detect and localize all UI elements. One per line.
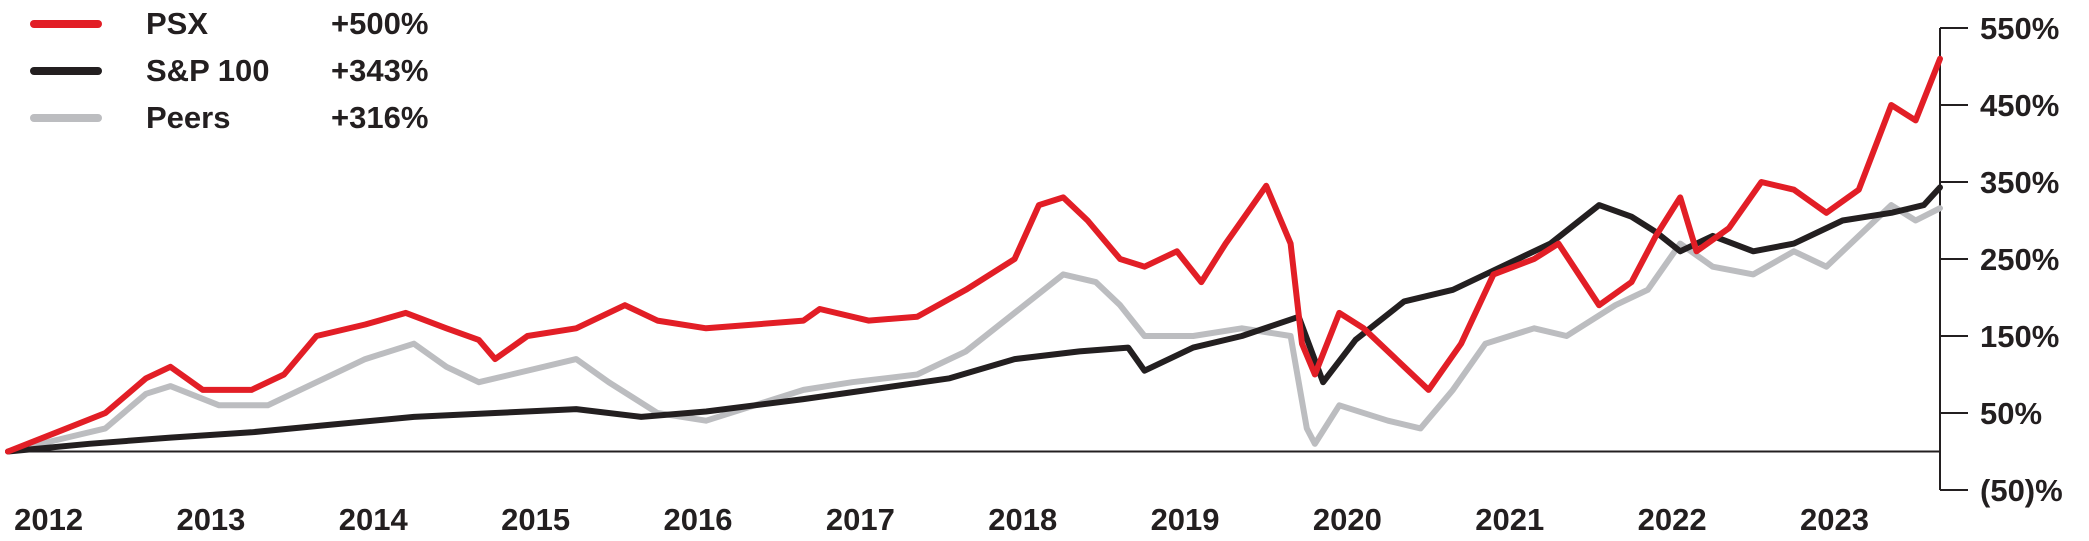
x-tick-label: 2019 bbox=[1151, 502, 1220, 537]
y-tick-label: (50)% bbox=[1980, 473, 2063, 508]
y-tick-label: 550% bbox=[1980, 11, 2059, 46]
x-tick-label: 2013 bbox=[176, 502, 245, 537]
legend-name-sp100: S&P 100 bbox=[146, 53, 270, 88]
legend-item-sp100: S&P 100 +343% bbox=[30, 51, 428, 91]
series-line-psx bbox=[5, 55, 1943, 455]
x-tick-label: 2021 bbox=[1475, 502, 1544, 537]
series-line-sp100 bbox=[5, 184, 1943, 455]
series-line-peers bbox=[5, 202, 1943, 455]
legend-swatch-peers bbox=[30, 114, 102, 122]
x-tick-label: 2014 bbox=[339, 502, 409, 537]
legend-change-peers: +316% bbox=[331, 100, 429, 135]
x-tick-label: 2023 bbox=[1800, 502, 1869, 537]
legend-change-psx: +500% bbox=[331, 6, 429, 41]
legend-swatch-sp100 bbox=[30, 67, 102, 75]
legend-item-psx: PSX +500% bbox=[30, 4, 428, 44]
legend-name-peers: Peers bbox=[146, 100, 231, 135]
y-tick-label: 350% bbox=[1980, 165, 2059, 200]
x-tick-label: 2015 bbox=[501, 502, 570, 537]
x-tick-label: 2012 bbox=[14, 502, 83, 537]
x-tick-label: 2018 bbox=[988, 502, 1057, 537]
y-tick-label: 50% bbox=[1980, 396, 2042, 431]
x-tick-label: 2017 bbox=[826, 502, 895, 537]
x-tick-label: 2020 bbox=[1313, 502, 1382, 537]
legend-swatch-psx bbox=[30, 20, 102, 28]
x-tick-label: 2022 bbox=[1638, 502, 1707, 537]
y-tick-label: 150% bbox=[1980, 319, 2059, 354]
x-tick-label: 2016 bbox=[664, 502, 733, 537]
legend-item-peers: Peers +316% bbox=[30, 98, 428, 138]
y-tick-label: 450% bbox=[1980, 88, 2059, 123]
legend-change-sp100: +343% bbox=[331, 53, 429, 88]
legend-name-psx: PSX bbox=[146, 6, 209, 41]
y-tick-label: 250% bbox=[1980, 242, 2059, 277]
